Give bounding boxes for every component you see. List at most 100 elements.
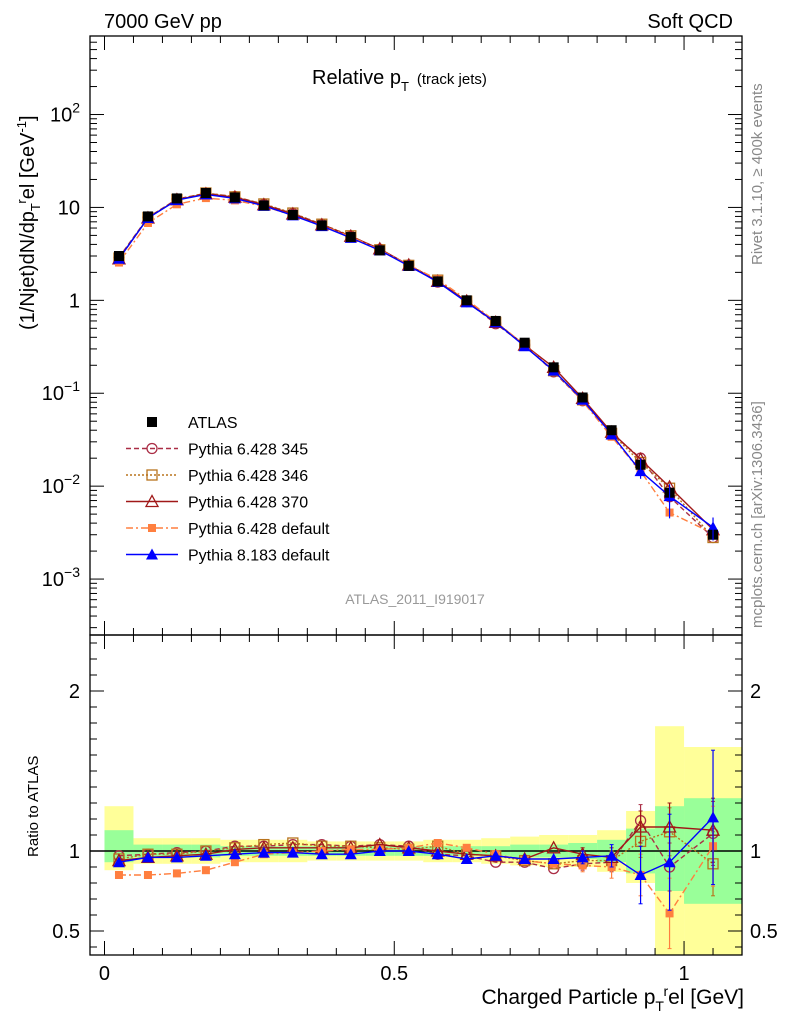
ratio-point-pythia-8-183-default — [547, 853, 560, 864]
main-point-atlas — [316, 220, 327, 231]
ratio-point-pythia-6-428-default — [462, 843, 471, 852]
main-point-atlas — [490, 315, 501, 326]
ratio-ytick-label: 0.5 — [52, 921, 80, 943]
ratio-ylabel: Ratio to ATLAS — [25, 756, 42, 857]
ratio-line-pythia-6-428-346 — [118, 831, 714, 865]
legend-marker-pythia-6-428-370 — [144, 494, 160, 508]
ratio-point-pythia-8-183-default — [315, 848, 328, 860]
main-ylabel: (1/Njet)dN/dpTrel [GeV-1] — [14, 115, 43, 330]
ratio-point-pythia-8-183-default — [170, 851, 183, 863]
legend-marker-pythia-6-428-345 — [146, 442, 158, 455]
ratio-point-pythia-6-428-default — [433, 839, 442, 847]
main-ytick-label: 10−1 — [42, 378, 80, 405]
ratio-point-pythia-8-183-default — [286, 846, 299, 858]
legend-label-pythia-6-428-346: Pythia 6.428 346 — [188, 468, 308, 485]
ratio-point-pythia-8-183-default — [431, 848, 444, 860]
ratio-point-pythia-6-428-370 — [633, 819, 648, 833]
ratio-plot: 0 0.5 1 0.5 0.5 1 1 2 2 — [52, 634, 778, 985]
main-point-atlas — [345, 232, 356, 243]
ratio-point-pythia-8-183-default — [707, 811, 720, 823]
main-plot: 10−3 10−2 10−1 1 10 102 — [42, 35, 743, 636]
ratio-point-pythia-8-183-default — [402, 845, 415, 856]
plot-title: Relative pT (track jets) — [312, 67, 487, 94]
main-point-atlas — [142, 211, 153, 222]
main-point-atlas — [113, 251, 124, 262]
main-point-atlas — [606, 425, 617, 436]
ratio-point-pythia-6-428-default — [201, 866, 210, 875]
ratio-ytick-label: 2 — [69, 681, 80, 703]
legend-label-pythia-6-428-default: Pythia 6.428 default — [188, 521, 330, 538]
ratio-xtick-label: 0.5 — [380, 963, 408, 985]
main-point-atlas — [171, 193, 182, 204]
ratio-point-pythia-8-183-default — [344, 848, 357, 860]
ratio-point-pythia-8-183-default — [489, 849, 502, 861]
main-point-atlas — [403, 260, 414, 271]
ratio-point-pythia-8-183-default — [460, 853, 473, 864]
ratio-point-pythia-6-428-default — [172, 869, 181, 878]
ratio-point-pythia-6-428-default — [143, 871, 152, 879]
legend-label-pythia-8-183-default: Pythia 8.183 default — [188, 548, 330, 565]
ratio-frame — [89, 634, 743, 956]
ratio-point-pythia-8-183-default — [518, 853, 531, 864]
analysis-id: ATLAS_2011_I919017 — [345, 591, 485, 607]
ratio-point-pythia-6-428-default — [665, 909, 674, 918]
ratio-point-pythia-8-183-default — [373, 845, 386, 856]
main-ytick-label: 10 — [58, 197, 80, 219]
ratio-point-pythia-8-183-default — [141, 851, 154, 863]
ratio-point-pythia-8-183-default — [199, 849, 212, 861]
ratio-point-pythia-8-183-default — [257, 846, 270, 858]
legend-label-pythia-6-428-370: Pythia 6.428 370 — [188, 495, 308, 512]
legend-label-atlas: ATLAS — [188, 415, 238, 432]
main-line-pythia-6-428-346 — [118, 192, 714, 538]
main-line-pythia-6-428-default — [118, 197, 714, 535]
process-label: Soft QCD — [647, 11, 733, 33]
x-axis-label: Charged Particle pTrel [GeV] — [481, 983, 744, 1014]
main-point-atlas — [258, 200, 269, 211]
ratio-xtick-label: 1 — [678, 963, 689, 985]
ratio-point-pythia-8-183-default — [112, 856, 125, 868]
main-ytick-label: 1 — [69, 290, 80, 312]
legend-label-pythia-6-428-345: Pythia 6.428 345 — [188, 442, 308, 459]
ratio-ytick-label: 1 — [750, 841, 761, 863]
main-point-atlas — [374, 245, 385, 256]
main-point-atlas — [200, 187, 211, 198]
ratio-point-pythia-8-183-default — [605, 849, 618, 861]
plot-title-sub: T — [401, 79, 409, 94]
ratio-xtick-label: 0 — [99, 963, 110, 985]
mcplots-label: mcplots.cern.ch [arXiv:1306.3436] — [749, 401, 766, 628]
main-point-atlas — [432, 276, 443, 287]
legend-marker-atlas — [147, 417, 157, 427]
energy-label: 7000 GeV pp — [104, 11, 222, 33]
main-point-atlas — [461, 295, 472, 306]
ratio-point-pythia-8-183-default — [576, 851, 589, 863]
ratio-point-pythia-8-183-default — [228, 848, 241, 860]
ratio-point-pythia-6-428-370 — [546, 840, 561, 854]
main-point-pythia-6-428-default — [143, 218, 152, 227]
main-point-atlas — [548, 362, 559, 373]
legend-marker-pythia-8-183-default — [146, 548, 158, 560]
ratio-ytick-label: 1 — [69, 841, 80, 863]
plot-title-extra: (track jets) — [417, 71, 487, 88]
main-point-atlas — [287, 209, 298, 220]
ratio-ytick-label: 0.5 — [750, 921, 778, 943]
main-frame — [89, 35, 743, 636]
main-ytick-label: 102 — [50, 100, 80, 127]
main-ytick-label: 10−2 — [42, 471, 80, 498]
main-ytick-label: 10−3 — [42, 564, 80, 591]
ratio-point-pythia-8-183-default — [634, 869, 647, 880]
legend-marker-pythia-6-428-346 — [146, 469, 158, 481]
ratio-point-pythia-6-428-default — [578, 861, 587, 870]
main-point-atlas — [577, 392, 588, 403]
main-point-atlas — [519, 337, 530, 348]
main-point-atlas — [229, 192, 240, 203]
rivet-label: Rivet 3.1.10, ≥ 400k events — [749, 83, 766, 265]
ratio-ytick-label: 2 — [750, 681, 761, 703]
legend-marker-pythia-6-428-default — [148, 524, 156, 532]
main-line-pythia-6-428-345 — [118, 192, 714, 539]
plot-title-main: Relative p — [312, 67, 401, 89]
legend: ATLAS Pythia 6.428 345 Pythia 6.428 346 Pyt… — [126, 415, 330, 565]
ratio-point-pythia-6-428-default — [114, 871, 123, 879]
ratio-point-pythia-8-183-default — [663, 856, 676, 868]
ratio-point-pythia-6-428-default — [230, 858, 239, 867]
